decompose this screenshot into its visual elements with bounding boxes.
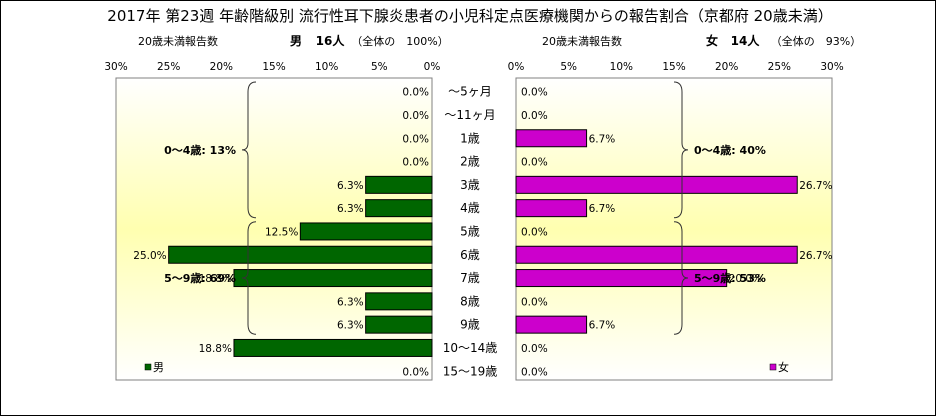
right-bar [515, 199, 588, 218]
left-data-label: 0.0% [402, 157, 429, 169]
right-group-bracket [673, 81, 689, 219]
left-header-count: 16人 [316, 33, 346, 48]
left-data-label: 6.3% [337, 180, 364, 192]
category-label: 9歳 [460, 318, 480, 332]
right-data-label: 20.0% [729, 273, 762, 285]
right-data-label: 26.7% [799, 250, 832, 262]
right-data-label: 6.7% [589, 203, 616, 215]
right-tick-label: 20% [715, 61, 738, 73]
group-annotations: 0～4歳: 13% 5～9歳: 69% 0～4歳: 40% 5～9歳: 53% [164, 81, 766, 335]
right-group-label: 0～4歳: 40% [694, 143, 766, 157]
right-data-label: 0.0% [521, 343, 548, 355]
left-bars: 0.0% 0.0% 0.0% 0.0% 6.3% 6.3% 12.5% 25.0% 18.8% 6… [133, 87, 433, 378]
chart-title: 2017年 第23週 年齢階級別 流行性耳下腺炎患者の小児科定点医療機関からの報… [107, 7, 832, 25]
right-data-label: 0.0% [521, 366, 548, 378]
right-group-bracket [673, 221, 689, 335]
left-data-label: 6.3% [337, 320, 364, 332]
right-bar [515, 129, 588, 148]
left-tick-labels: 0% 5% 10% 15% 20% 25% 30% [104, 61, 440, 73]
left-bar [365, 292, 433, 311]
left-tick-label: 10% [315, 61, 338, 73]
category-label: ～5ヶ月 [448, 85, 492, 99]
left-group-label: 0～4歳: 13% [164, 143, 236, 157]
left-tick-label: 15% [262, 61, 285, 73]
category-label: 15～19歳 [443, 364, 498, 378]
right-data-label: 0.0% [521, 296, 548, 308]
left-data-label: 25.0% [133, 250, 166, 262]
right-tick-label: 25% [768, 61, 791, 73]
left-axis-title: 20歳未満報告数 [138, 35, 218, 48]
left-data-label: 0.0% [402, 87, 429, 99]
left-data-label: 18.8% [199, 343, 232, 355]
right-data-label: 26.7% [799, 180, 832, 192]
category-label: 5歳 [460, 224, 480, 238]
left-header-share: （全体の 100%） [351, 34, 448, 48]
left-data-label: 0.0% [402, 110, 429, 122]
right-tick-labels: 0% 5% 10% 15% 20% 25% 30% [508, 61, 844, 73]
category-labels: ～5ヶ月 ～11ヶ月 1歳 2歳 3歳 4歳 5歳 6歳 7歳 8歳 9歳 10～14歳 15～19歳 [443, 85, 498, 379]
left-data-label: 12.5% [265, 226, 298, 238]
category-label: 10～14歳 [443, 341, 498, 355]
right-tick-label: 15% [662, 61, 685, 73]
right-tick-label: 0% [508, 61, 525, 73]
category-label: 8歳 [460, 294, 480, 308]
category-label: ～11ヶ月 [444, 108, 495, 122]
left-legend-swatch [144, 363, 152, 371]
right-data-label: 6.7% [589, 320, 616, 332]
right-header-sex: 女 [706, 33, 718, 48]
left-data-label: 6.3% [337, 296, 364, 308]
right-data-label: 0.0% [521, 157, 548, 169]
category-label: 6歳 [460, 248, 480, 262]
category-label: 1歳 [460, 131, 480, 145]
right-data-label: 6.7% [589, 133, 616, 145]
left-tick-label: 0% [424, 61, 441, 73]
right-tick-label: 10% [610, 61, 633, 73]
left-data-label: 0.0% [402, 133, 429, 145]
category-label: 2歳 [460, 155, 480, 169]
right-data-label: 0.0% [521, 110, 548, 122]
left-bar [365, 315, 433, 334]
right-legend-swatch [769, 363, 777, 371]
category-label: 7歳 [460, 271, 480, 285]
left-legend-label: 男 [153, 361, 164, 374]
left-tick-label: 25% [157, 61, 180, 73]
left-group-bracket [241, 221, 257, 335]
right-group-label: 5～9歳: 53% [694, 271, 766, 285]
left-data-label: 0.0% [402, 366, 429, 378]
left-data-label: 18.8% [199, 273, 232, 285]
left-bar [233, 338, 433, 357]
right-header-share: （全体の 93%） [771, 34, 861, 48]
left-group-bracket [241, 81, 257, 219]
left-bar [168, 245, 433, 264]
right-legend-label: 女 [778, 360, 789, 374]
category-label: 3歳 [460, 178, 480, 192]
right-data-label: 0.0% [521, 87, 548, 99]
right-header-count: 14人 [731, 33, 761, 48]
left-tick-label: 30% [104, 61, 127, 73]
right-tick-label: 5% [560, 61, 577, 73]
left-bar [365, 199, 433, 218]
right-axis-title: 20歳未満報告数 [542, 35, 622, 48]
left-data-label: 6.3% [337, 203, 364, 215]
left-bar [233, 269, 433, 288]
left-tick-label: 5% [371, 61, 388, 73]
right-bars: 0.0% 0.0% 6.7% 0.0% 26.7% 6.7% 0.0% 26.7% 20.0% 0… [515, 87, 833, 378]
right-tick-label: 30% [820, 61, 843, 73]
right-bar [515, 315, 588, 334]
right-bar [515, 175, 798, 194]
left-bar [299, 222, 433, 241]
category-label: 4歳 [460, 201, 480, 215]
left-tick-label: 20% [210, 61, 233, 73]
left-group-label: 5～9歳: 69% [164, 271, 236, 285]
left-bar [365, 175, 433, 194]
left-header-sex: 男 [290, 34, 302, 48]
right-data-label: 0.0% [521, 226, 548, 238]
right-bar [515, 245, 798, 264]
right-bar [515, 269, 728, 288]
